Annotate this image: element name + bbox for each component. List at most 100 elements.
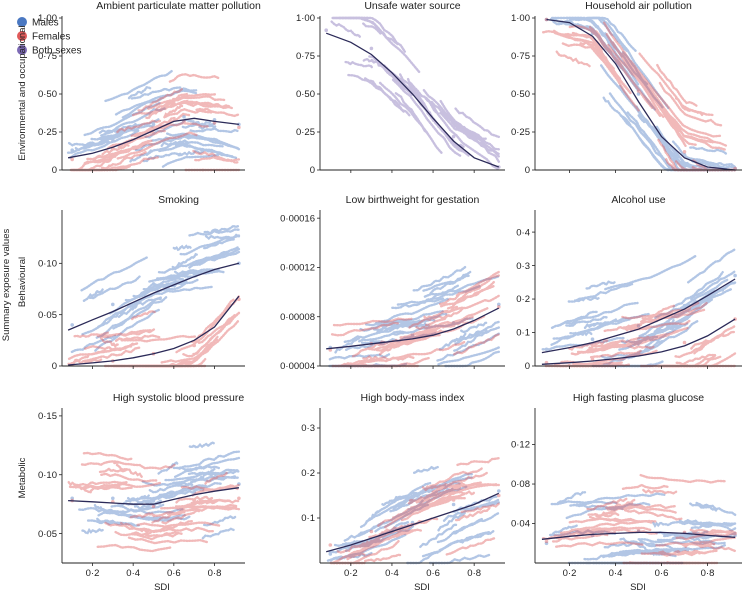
trajectory-line [114,89,198,116]
data-point [451,321,456,325]
trajectory-line [90,342,134,356]
panel-2: 0 0·25 0·50 0·75 1·00 Unsafe water source [296,0,505,176]
trajectory-line [188,228,241,237]
y-tick-label: 0 [52,361,57,372]
y-tick-label: 0·25 [511,127,530,138]
trajectory-line [452,495,498,513]
trajectory-line [619,537,658,548]
trajectory-line [97,308,127,329]
trajectory-line [157,488,206,500]
trajectory-line [69,129,139,159]
trajectory-line [583,320,615,330]
trajectory-line [423,314,453,321]
trajectory-line [671,288,733,319]
trajectory-line [129,512,155,519]
trajectory-line [364,553,403,563]
trajectory-line [429,270,472,295]
panel-6: 0 0·1 0·2 0·3 0·4 Alcohol use [516,194,742,372]
y-tick-label: 0·12 [511,440,530,451]
trajectory-line [590,36,621,80]
trajectory-line [351,340,386,358]
trajectory-line [588,26,662,118]
trajectory-line [74,138,111,152]
trajectory-line [552,524,579,535]
trajectory-line [436,517,483,544]
data-point [590,357,595,362]
legend-swatch-both-sexes [17,45,27,55]
panel-1: 0 0·25 0·50 0·75 1·00 Ambient particulate mat… [38,0,261,176]
trajectory-line [195,250,241,266]
trajectory-line [589,349,643,359]
trajectory-line [636,543,661,557]
trajectory-line [542,29,604,52]
trajectory-line [96,543,172,553]
trajectory-line [98,122,137,134]
trajectory-line [344,60,374,70]
trajectory-line [639,473,727,484]
trajectory-line [588,515,653,524]
trajectory-line [592,16,637,52]
trajectory-line [621,52,679,133]
trajectory-line [375,335,430,352]
y-tick-label: 0·1 [301,513,315,524]
trajectory-line [172,244,192,252]
data-point [497,489,501,493]
trajectory-line [204,469,241,477]
trajectory-line [194,155,241,163]
trajectory-line [568,18,624,58]
trajectory-line [557,301,639,327]
y-tick-label: 0 [525,361,530,372]
trajectory-line [332,16,384,35]
trajectory-line [570,339,626,356]
trajectory-line [439,111,485,145]
trajectory-line [376,322,413,334]
trajectory-line [587,16,629,53]
trajectory-line [556,491,587,505]
trajectory-line [680,289,725,310]
trajectory-line [655,536,737,547]
trajectory-line [141,282,182,296]
trajectory-line [191,121,217,129]
trajectory-line [102,156,159,172]
trajectory-line [89,485,134,493]
trajectory-line [172,475,237,484]
trajectory-line [331,529,402,565]
fit-line [67,117,239,159]
trajectory-line [585,16,670,110]
trajectory-line [178,450,241,470]
trajectory-line [164,108,213,118]
trajectory-line [415,483,498,504]
trajectory-line [689,528,737,535]
trajectory-line [190,298,236,343]
trajectory-line [174,499,231,508]
trajectory-line [446,279,497,310]
trajectory-line [602,547,685,559]
x-tick-label: 0·2 [86,568,100,579]
trajectory-line [456,124,500,163]
trajectory-line [96,517,136,526]
trajectory-line [621,301,700,320]
fit-line [326,307,500,350]
data-point [151,131,156,136]
trajectory-line [116,119,162,134]
trajectory-line [693,324,737,355]
trajectory-line [568,517,644,524]
trajectory-line [421,531,491,558]
trajectory-line [410,486,462,509]
trajectory-line [80,460,121,467]
y-tick-label: 0·00016 [280,213,315,224]
panel-title: Ambient particulate matter pollution [96,0,261,12]
trajectory-line [578,528,658,535]
trajectory-line [608,92,673,172]
fit-line [541,531,736,540]
trajectory-line [177,149,205,157]
trajectory-line [133,116,176,138]
trajectory-line [446,112,500,151]
trajectory-line [674,333,725,359]
trajectory-line [80,256,148,292]
trajectory-line [166,132,227,145]
trajectory-line [364,77,411,117]
trajectory-line [67,481,92,494]
trajectory-line [671,533,702,540]
trajectory-line [391,297,445,310]
